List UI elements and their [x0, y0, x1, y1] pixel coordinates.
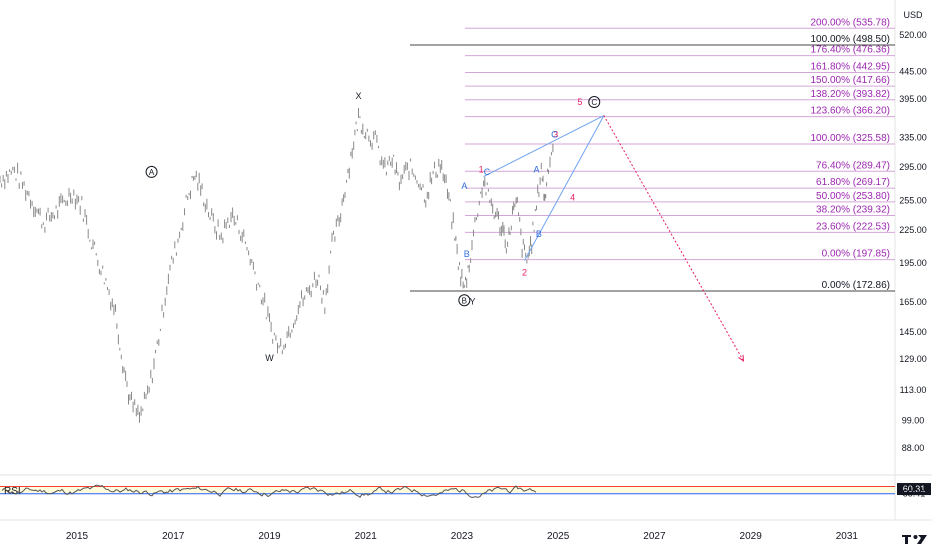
wave-label: 2 — [522, 267, 527, 277]
fib-label: 0.00% (172.86) — [822, 280, 890, 291]
price-tick-label: 129.00 — [899, 354, 927, 364]
wave-label: C — [551, 129, 558, 139]
trend-lines — [483, 115, 605, 261]
wave-label-circle — [145, 165, 158, 178]
wave-label-circle — [588, 96, 601, 109]
time-tick-label: 2027 — [643, 531, 666, 542]
time-tick-label: 2015 — [66, 531, 89, 542]
wave-label-circle — [458, 294, 471, 307]
price-tick-label: 395.00 — [899, 94, 927, 104]
time-tick-label: 2017 — [162, 531, 185, 542]
rsi-value: 55.41 — [903, 489, 926, 499]
price-bars — [0, 108, 554, 423]
price-tick-label: 195.00 — [899, 258, 927, 268]
time-tick-label: 2023 — [451, 531, 474, 542]
price-tick-label: 88.00 — [902, 443, 925, 453]
currency-label: USD — [903, 10, 923, 20]
wave-label: B — [536, 229, 542, 239]
price-series — [0, 108, 554, 423]
price-tick-label: 445.00 — [899, 66, 927, 76]
fib-label: 23.60% (222.53) — [816, 221, 890, 232]
fib-label: 0.00% (197.85) — [822, 249, 890, 260]
time-tick-label: 2029 — [740, 531, 763, 542]
fib-label: 138.20% (393.82) — [810, 89, 890, 100]
fib-levels: 200.00% (535.78)100.00% (498.50)176.40% … — [410, 17, 895, 292]
wave-label: A — [149, 168, 155, 177]
time-tick-label: 2021 — [355, 531, 378, 542]
time-tick-label: 2025 — [547, 531, 570, 542]
wave-label: W — [265, 353, 274, 363]
wave-label: B — [464, 249, 470, 259]
fib-label: 76.40% (289.47) — [816, 160, 890, 171]
rsi-badge-current: 60.31 — [897, 483, 931, 496]
wave-label: X — [355, 91, 361, 101]
price-tick-label: 335.00 — [899, 132, 927, 142]
wave-label: Y — [470, 297, 476, 307]
rsi-badge-lower: 55.41 — [903, 489, 926, 499]
price-tick-label: 99.00 — [902, 416, 925, 426]
price-tick-label: 145.00 — [899, 327, 927, 337]
wave-label: 3 — [553, 129, 558, 139]
wave-label: B — [462, 296, 467, 305]
fib-label: 200.00% (535.78) — [810, 17, 890, 28]
fib-label: 50.00% (253.80) — [816, 191, 890, 202]
wave-label: 4 — [570, 193, 575, 203]
rsi-badge-bg — [897, 483, 931, 496]
rsi-value: 60.31 — [903, 484, 926, 494]
wave-label: 1 — [479, 164, 484, 174]
fib-label: 61.80% (269.17) — [816, 177, 890, 188]
fib-label: 123.60% (366.20) — [810, 106, 890, 117]
wave-label: A — [534, 164, 540, 174]
trend-line — [524, 115, 605, 261]
price-tick-label: 225.00 — [899, 225, 927, 235]
fib-label: 176.40% (476.36) — [810, 45, 890, 56]
fib-label: 161.80% (442.95) — [810, 61, 890, 72]
wave-label: C — [591, 98, 597, 107]
wave-label: A — [461, 181, 467, 191]
trend-line — [483, 115, 605, 177]
price-tick-label: 255.00 — [899, 196, 927, 206]
tradingview-logo-icon — [902, 535, 927, 544]
time-tick-label: 2031 — [836, 531, 859, 542]
rsi-line — [1, 484, 537, 499]
price-axis: USD 520.00 445.00 395.00 335.00 295.00 255.00 2… — [894, 0, 927, 520]
price-tick-label: 520.00 — [899, 30, 927, 40]
price-tick-label: 113.00 — [900, 385, 927, 395]
price-tick-label: 295.00 — [899, 162, 927, 172]
price-tick-label: 165.00 — [899, 297, 927, 307]
fib-label: 100.00% (325.58) — [810, 133, 890, 144]
fib-label: 150.00% (417.66) — [810, 75, 890, 86]
time-tick-label: 2019 — [258, 531, 281, 542]
projection-arrow — [603, 115, 744, 362]
projection-arrow-head — [738, 354, 744, 362]
fib-label: 100.00% (498.50) — [810, 34, 890, 45]
fib-label: 38.20% (239.32) — [816, 204, 890, 215]
time-axis: 2015 2017 2019 2021 2023 2025 2027 2029 2031 — [0, 519, 932, 542]
wave-label: C — [484, 167, 491, 177]
wave-label: 5 — [577, 97, 582, 107]
